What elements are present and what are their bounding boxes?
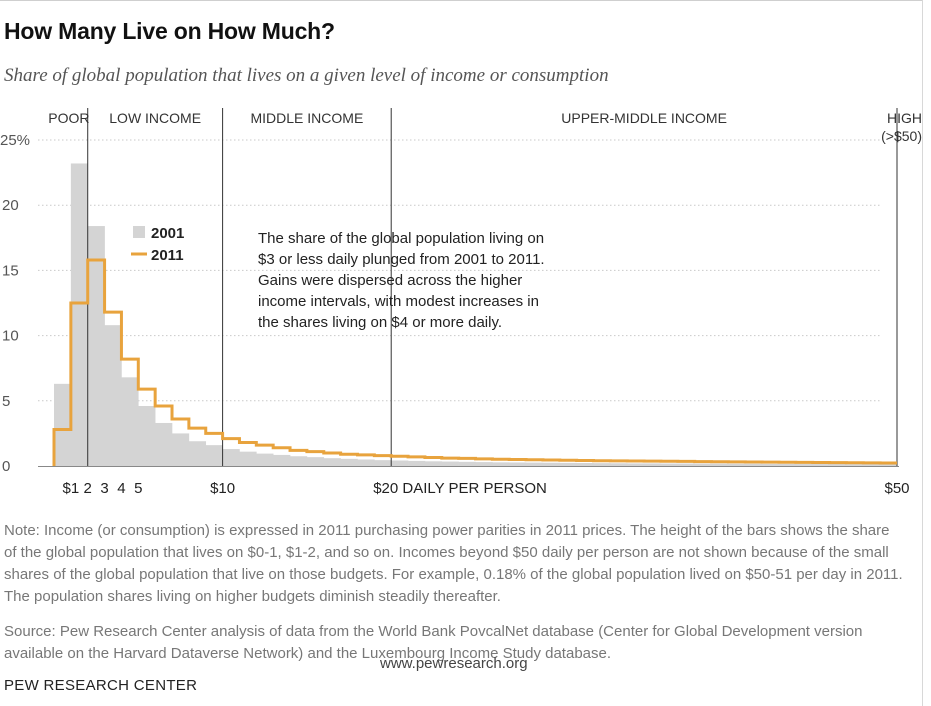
bar-2001 bbox=[509, 462, 527, 466]
bar-2001 bbox=[559, 462, 577, 466]
bar-2001 bbox=[829, 464, 847, 466]
bar-2001 bbox=[863, 464, 881, 466]
bar-2001 bbox=[593, 463, 611, 466]
bar-2001 bbox=[542, 462, 561, 466]
chart-note: Note: Income (or consumption) is express… bbox=[4, 522, 903, 605]
annotation-line: Gains were dispersed across the higher bbox=[258, 272, 522, 289]
annotation-line: $3 or less daily plunged from 2001 to 20… bbox=[258, 251, 545, 268]
annotation-line: income intervals, with modest increases … bbox=[258, 293, 539, 310]
bar-2001 bbox=[138, 406, 156, 466]
bar-2001 bbox=[694, 463, 712, 466]
bar-2001 bbox=[762, 463, 780, 466]
x-tick-label: 3 bbox=[100, 480, 108, 497]
x-tick-label: $50 bbox=[884, 480, 909, 497]
category-label: POOR bbox=[48, 110, 89, 126]
category-labels: POOR LOW INCOME MIDDLE INCOME UPPER-MIDDLE … bbox=[48, 110, 922, 144]
bar-2001 bbox=[306, 457, 325, 466]
bar-2001 bbox=[745, 463, 763, 466]
bar-2001 bbox=[391, 460, 409, 466]
top-rule bbox=[0, 0, 922, 1]
legend-label-2011: 2011 bbox=[151, 247, 184, 264]
y-tick-label: 10 bbox=[2, 328, 19, 345]
x-tick-label: 5 bbox=[134, 480, 142, 497]
y-tick-label: 0 bbox=[2, 458, 10, 475]
x-tick-label: $1 bbox=[63, 480, 80, 497]
chart-title: How Many Live on How Much? bbox=[4, 18, 335, 44]
legend-swatch-2001 bbox=[133, 226, 145, 238]
chart-annotation: The share of the global population livin… bbox=[258, 230, 545, 331]
bar-2001 bbox=[644, 463, 662, 466]
series-line-2011 bbox=[52, 258, 897, 466]
y-tick-label: 20 bbox=[2, 197, 19, 214]
bar-2001 bbox=[627, 463, 645, 466]
chart-source: Source: Pew Research Center analysis of … bbox=[4, 623, 863, 662]
y-tick-label: 25% bbox=[0, 132, 30, 149]
bar-2001 bbox=[188, 441, 207, 466]
bar-2001 bbox=[256, 453, 274, 466]
bar-2001 bbox=[323, 458, 341, 466]
x-tick-label: $10 bbox=[210, 480, 235, 497]
bar-2001 bbox=[610, 463, 628, 466]
bar-2001 bbox=[711, 463, 729, 466]
bar-2001 bbox=[104, 325, 122, 466]
annotation-line: the shares living on $4 or more daily. bbox=[258, 314, 502, 331]
bar-2001 bbox=[155, 422, 173, 466]
bar-2001 bbox=[357, 459, 375, 466]
x-tick-label: 4 bbox=[117, 480, 125, 497]
category-sublabel: (>$50) bbox=[881, 128, 922, 144]
bar-2001 bbox=[526, 462, 544, 466]
category-label: MIDDLE INCOME bbox=[251, 110, 364, 126]
bar-2001 bbox=[87, 226, 105, 466]
bar-2001 bbox=[458, 461, 476, 466]
bar-2001 bbox=[576, 463, 594, 466]
chart-subtitle: Share of global population that lives on… bbox=[4, 65, 609, 86]
bar-2001 bbox=[121, 377, 139, 466]
bar-2001 bbox=[205, 445, 223, 466]
income-distribution-chart: POOR LOW INCOME MIDDLE INCOME UPPER-MIDDLE … bbox=[0, 108, 922, 497]
y-tick-label: 5 bbox=[2, 393, 10, 410]
bar-2001 bbox=[778, 463, 797, 466]
bar-2001 bbox=[408, 460, 426, 466]
bar-2001 bbox=[795, 464, 813, 466]
bar-2001 bbox=[374, 460, 392, 466]
bar-2001 bbox=[222, 449, 240, 466]
bars-2001 bbox=[54, 163, 898, 467]
bar-2001 bbox=[340, 458, 358, 466]
x-tick-label: $20 DAILY PER PERSON bbox=[373, 480, 547, 497]
organization-name: PEW RESEARCH CENTER bbox=[4, 677, 198, 694]
y-tick-labels: 0 5 10 15 20 25% bbox=[0, 132, 30, 475]
bar-2001 bbox=[492, 462, 510, 466]
source-url: www.pewresearch.org bbox=[380, 655, 528, 672]
bar-2001 bbox=[424, 461, 443, 466]
bar-2001 bbox=[70, 163, 89, 467]
bar-2001 bbox=[441, 461, 459, 466]
bar-2001 bbox=[475, 462, 493, 466]
bar-2001 bbox=[846, 464, 864, 466]
x-tick-label: 2 bbox=[84, 480, 92, 497]
bar-2001 bbox=[239, 451, 257, 466]
bar-2001 bbox=[54, 383, 72, 466]
bar-2001 bbox=[172, 433, 190, 466]
bar-2001 bbox=[290, 456, 308, 466]
x-tick-labels: $1 2 3 4 5 $10 $20 DAILY PER PERSON $50 bbox=[63, 480, 910, 497]
y-tick-label: 15 bbox=[2, 262, 19, 279]
annotation-line: The share of the global population livin… bbox=[258, 230, 544, 247]
category-label: HIGH bbox=[887, 110, 922, 126]
legend-label-2001: 2001 bbox=[151, 225, 184, 242]
bar-2001 bbox=[677, 463, 695, 466]
bar-2001 bbox=[728, 463, 746, 466]
right-rule bbox=[922, 0, 923, 706]
bar-2001 bbox=[880, 464, 898, 466]
bar-2001 bbox=[660, 463, 679, 466]
category-label: LOW INCOME bbox=[109, 110, 201, 126]
chart-legend: 2001 2011 bbox=[131, 225, 184, 264]
bar-2001 bbox=[273, 454, 291, 466]
bar-2001 bbox=[812, 464, 830, 466]
category-label: UPPER-MIDDLE INCOME bbox=[561, 110, 727, 126]
y-gridlines bbox=[38, 139, 880, 402]
